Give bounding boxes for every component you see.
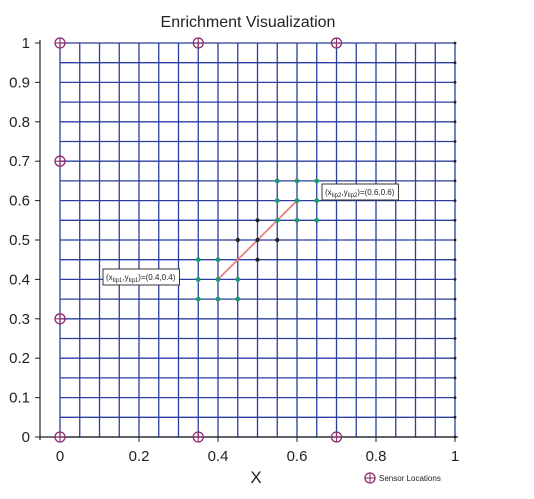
tip-enriched-node bbox=[314, 198, 320, 204]
tip-enriched-node bbox=[274, 198, 280, 204]
x-tick-label: 0.8 bbox=[366, 448, 387, 465]
tip-enriched-node bbox=[314, 178, 320, 184]
boundary-node bbox=[453, 218, 457, 222]
boundary-node bbox=[453, 120, 457, 124]
boundary-node bbox=[453, 415, 457, 419]
x-axis-label: X bbox=[250, 468, 261, 487]
legend-sensor-marker bbox=[364, 472, 376, 484]
sensor-marker bbox=[54, 431, 66, 443]
tip-enriched-node bbox=[215, 277, 221, 282]
boundary-node bbox=[453, 337, 457, 340]
sensor-marker bbox=[192, 431, 204, 443]
heaviside-enriched-node bbox=[275, 237, 280, 243]
tip-annotations: (xtip1,ytip1)=(0.4,0.4) (xtip2,ytip2)=(0.… bbox=[102, 183, 399, 286]
sensor-markers bbox=[54, 37, 343, 443]
y-tick-label: 0.8 bbox=[9, 114, 30, 131]
x-tick-label: 0.6 bbox=[287, 448, 308, 465]
tip-enriched-node bbox=[195, 296, 201, 302]
sensor-marker bbox=[54, 313, 66, 325]
sensor-marker bbox=[54, 37, 66, 49]
y-tick-label: 0.9 bbox=[9, 74, 30, 91]
heaviside-enriched-node bbox=[255, 257, 260, 262]
boundary-node bbox=[453, 278, 457, 281]
y-tick-label: 0.1 bbox=[9, 390, 30, 407]
tip2-annotation: (xtip2,ytip2)=(0.6,0.6) bbox=[321, 183, 399, 201]
boundary-node bbox=[453, 199, 457, 203]
tip-enriched-node bbox=[235, 296, 241, 302]
heaviside-enriched-node bbox=[255, 237, 260, 243]
boundary-node bbox=[453, 41, 457, 45]
tip-enriched-node bbox=[235, 277, 241, 282]
y-tick-label: 0 bbox=[22, 429, 30, 446]
annotation-text: (xtip1,ytip1)=(0.4,0.4) bbox=[106, 273, 176, 284]
tip-enriched-node bbox=[314, 217, 320, 223]
tip-enriched-node bbox=[215, 257, 221, 263]
annotation-box bbox=[102, 268, 180, 286]
tip-enriched-node bbox=[195, 277, 201, 282]
annotation-text: (xtip2,ytip2)=(0.6,0.6) bbox=[325, 188, 395, 199]
tip-enriched-node bbox=[215, 296, 221, 302]
sensor-marker bbox=[330, 37, 343, 49]
boundary-node bbox=[453, 297, 457, 301]
axes bbox=[35, 40, 458, 442]
boundary-node bbox=[453, 100, 457, 104]
chart-title: Enrichment Visualization bbox=[161, 14, 336, 31]
annotation-box bbox=[321, 183, 399, 201]
tip-enriched-node bbox=[195, 257, 201, 263]
boundary-node bbox=[453, 317, 457, 321]
y-tick-label: 0.3 bbox=[9, 311, 30, 328]
x-tick-label: 0.2 bbox=[129, 448, 150, 465]
boundary-node bbox=[453, 61, 457, 65]
x-tick-label: 0.4 bbox=[208, 448, 229, 465]
y-tick-label: 0.7 bbox=[9, 153, 30, 170]
boundary-node bbox=[453, 179, 457, 183]
tip-enriched-node bbox=[294, 217, 300, 223]
legend: Sensor Locations bbox=[364, 472, 441, 484]
x-tick-label: 1 bbox=[451, 448, 459, 465]
sensor-marker bbox=[54, 155, 66, 167]
y-tick-label: 0.6 bbox=[9, 193, 30, 210]
x-tick-label: 0 bbox=[56, 448, 64, 465]
boundary-node bbox=[453, 258, 457, 262]
boundary-node bbox=[453, 159, 457, 163]
sensor-marker bbox=[192, 37, 204, 49]
tip-enriched-node bbox=[274, 217, 280, 223]
boundary-node bbox=[453, 376, 457, 380]
mesh-grid bbox=[59, 41, 457, 439]
enriched-nodes bbox=[195, 178, 320, 302]
tick-labels: 0 0.2 0.4 0.6 0.8 1 0 0.1 0.2 0.3 0.4 0.5 0.6 0.7 0.8 0… bbox=[9, 35, 459, 465]
y-tick-label: 0.2 bbox=[9, 350, 30, 367]
tip-enriched-node bbox=[294, 198, 300, 204]
boundary-node bbox=[453, 356, 457, 360]
heaviside-enriched-node bbox=[235, 237, 240, 243]
boundary-node bbox=[453, 140, 457, 143]
tip-enriched-node bbox=[294, 178, 300, 184]
legend-label: Sensor Locations bbox=[379, 474, 441, 483]
y-tick-label: 1 bbox=[22, 35, 30, 52]
tip1-annotation: (xtip1,ytip1)=(0.4,0.4) bbox=[102, 268, 180, 286]
y-tick-label: 0.4 bbox=[9, 271, 30, 288]
y-tick-label: 0.5 bbox=[9, 232, 30, 249]
boundary-node bbox=[453, 81, 457, 84]
boundary-node bbox=[453, 238, 457, 242]
boundary-node bbox=[453, 396, 457, 399]
sensor-marker bbox=[330, 431, 343, 443]
tip-enriched-node bbox=[274, 178, 280, 184]
heaviside-enriched-node bbox=[255, 218, 260, 223]
